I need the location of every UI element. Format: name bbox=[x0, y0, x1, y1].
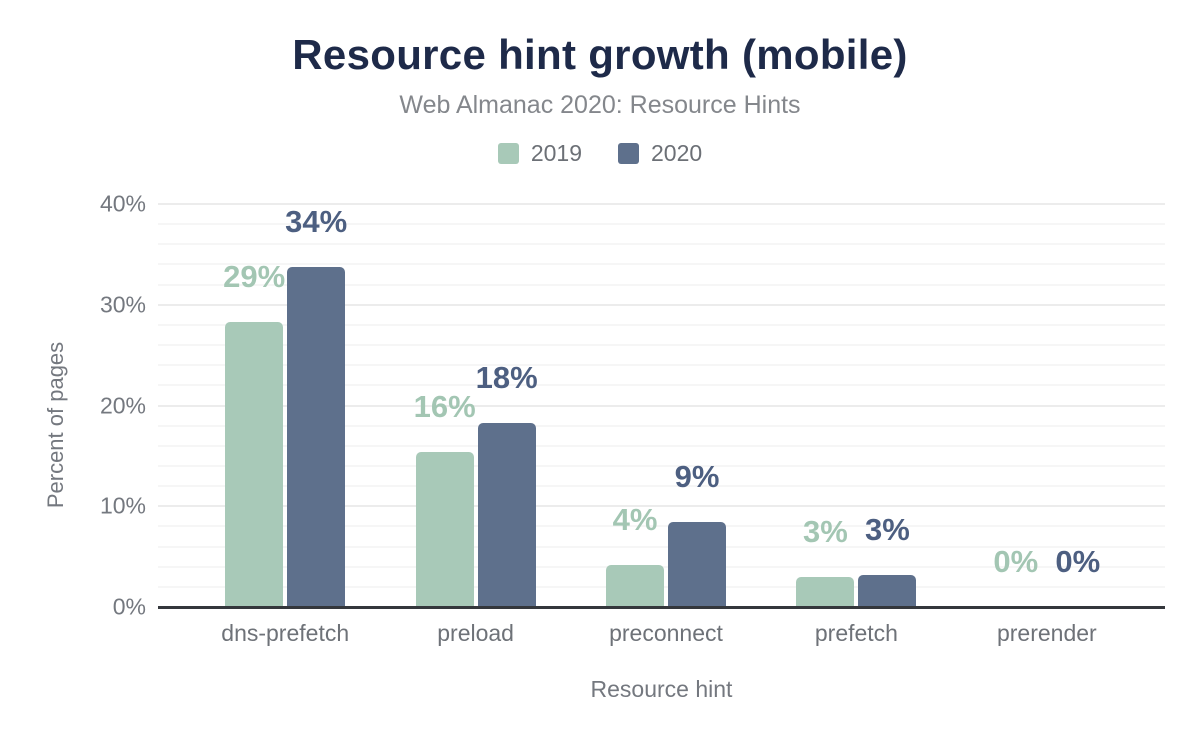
chart-title: Resource hint growth (mobile) bbox=[292, 31, 908, 78]
bar-value-label-2020-prefetch: 3% bbox=[865, 511, 910, 547]
major-gridline bbox=[158, 203, 1165, 205]
legend-label-2019: 2019 bbox=[530, 140, 582, 166]
bar-2019-preconnect: 4% bbox=[606, 504, 665, 607]
minor-gridline bbox=[158, 525, 1165, 528]
bar-2020-dns-prefetch: 34% bbox=[285, 206, 347, 607]
bar-group-dns-prefetch: 29% 34% dns-prefetch bbox=[190, 204, 380, 646]
bar-value-label-2019-prefetch: 3% bbox=[803, 513, 848, 549]
bar-value-label-2019-dns-prefetch: 29% bbox=[223, 258, 286, 294]
y-tick-label: 10% bbox=[99, 492, 146, 519]
y-tick-label: 30% bbox=[99, 291, 146, 318]
major-gridline bbox=[158, 303, 1165, 306]
bar-value-label-2019-preconnect: 4% bbox=[612, 501, 658, 537]
bar-group-prerender: 0% 0% prerender bbox=[952, 204, 1142, 646]
minor-gridline bbox=[158, 223, 1165, 226]
plot-area: 29% 34% dns-prefetch 16% 18% preload 4% 9% preco… bbox=[100, 192, 1165, 646]
minor-gridline bbox=[158, 364, 1165, 367]
x-category-label-dns-prefetch: dns-prefetch bbox=[221, 620, 350, 646]
y-tick-label: 40% bbox=[99, 190, 146, 217]
major-gridline bbox=[158, 404, 1165, 407]
y-tick-label: 20% bbox=[99, 392, 146, 418]
x-category-label-preload: preload bbox=[437, 620, 514, 646]
minor-gridline bbox=[158, 243, 1165, 246]
bar-group-prefetch: 3% 3% prefetch bbox=[761, 204, 951, 646]
y-axis-title: Percent of pages bbox=[43, 341, 68, 509]
minor-gridline bbox=[158, 283, 1165, 286]
bar-2020-preconnect: 9% bbox=[668, 461, 727, 607]
minor-gridline bbox=[158, 424, 1165, 427]
bar-group-preconnect: 4% 9% preconnect bbox=[571, 204, 761, 646]
minor-gridline bbox=[158, 464, 1165, 467]
chart-subtitle: Web Almanac 2020: Resource Hints bbox=[399, 91, 801, 119]
legend-item-2020[interactable]: 2020 bbox=[618, 140, 702, 167]
bar-value-label-2020-preload: 18% bbox=[475, 359, 538, 395]
bar-2019-prefetch: 3% bbox=[796, 516, 855, 607]
x-category-label-preconnect: preconnect bbox=[609, 620, 723, 646]
bar-value-label-2020-dns-prefetch: 34% bbox=[285, 204, 348, 240]
minor-gridline bbox=[158, 263, 1165, 266]
x-category-label-prerender: prerender bbox=[996, 620, 1097, 646]
x-axis-line bbox=[158, 606, 1165, 609]
major-gridline bbox=[158, 505, 1165, 508]
bar-2019-dns-prefetch: 29% bbox=[223, 261, 285, 607]
bar-value-label-2020-prerender: 0% bbox=[1055, 544, 1101, 579]
bar-2019-preload: 16% bbox=[414, 391, 476, 607]
bar-2020-preload: 18% bbox=[476, 362, 538, 607]
bar-value-label-2019-preload: 16% bbox=[413, 388, 476, 424]
minor-gridline bbox=[158, 444, 1165, 447]
y-tick-label: 0% bbox=[112, 593, 146, 620]
legend-swatch-2020-icon bbox=[618, 143, 639, 164]
bar-2020-prefetch: 3% bbox=[858, 514, 917, 607]
minor-gridline bbox=[158, 485, 1165, 488]
minor-gridline bbox=[158, 545, 1165, 548]
x-category-label-prefetch: prefetch bbox=[814, 620, 898, 646]
bar-strip: 29% 34% dns-prefetch 16% 18% preload 4% 9% preco… bbox=[190, 204, 1142, 646]
legend-swatch-2019-icon bbox=[497, 143, 519, 164]
minor-gridline bbox=[158, 323, 1165, 326]
legend-item-2019[interactable]: 2019 bbox=[497, 140, 582, 167]
bar-value-label-2019-prerender: 0% bbox=[993, 544, 1039, 579]
bar-group-preload: 16% 18% preload bbox=[380, 204, 570, 646]
minor-gridline bbox=[158, 344, 1165, 347]
bar-value-label-2020-preconnect: 9% bbox=[674, 459, 720, 495]
legend-label-2020: 2020 bbox=[651, 140, 703, 166]
x-axis-title: Resource hint bbox=[590, 676, 733, 702]
minor-gridline bbox=[158, 384, 1165, 387]
legend: 2019 2020 bbox=[0, 140, 1200, 167]
